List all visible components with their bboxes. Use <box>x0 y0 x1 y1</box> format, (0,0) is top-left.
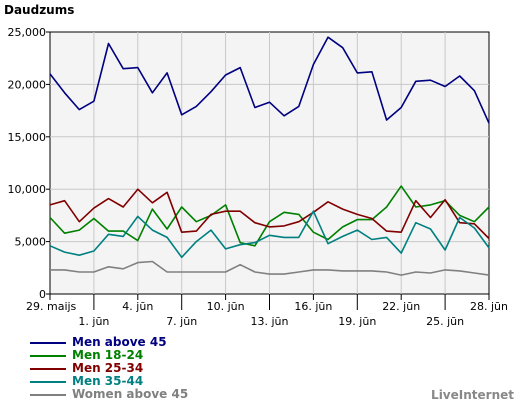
legend: Men above 45 Men 18-24 Men 25-34 Men 35-… <box>30 336 188 401</box>
legend-label: Men 35-44 <box>72 374 144 388</box>
legend-swatch <box>30 393 66 396</box>
legend-label: Men 18-24 <box>72 348 144 362</box>
x-tick-label: 10. jūn <box>207 300 245 313</box>
series-line-men-25-34 <box>49 188 490 240</box>
legend-item-men-35-44: Men 35-44 <box>30 375 188 388</box>
legend-label: Men 25-34 <box>72 361 144 375</box>
x-tick-label: 16. jūn <box>294 300 332 313</box>
x-tick-label: 13. jūn <box>251 315 289 328</box>
y-tick-label: 20,000 <box>8 78 47 91</box>
x-tick-label: 7. jūn <box>166 315 197 328</box>
series-line-men-18-24 <box>49 185 490 247</box>
x-tick-label: 22. jūn <box>382 300 420 313</box>
y-axis-label: Daudzums <box>4 3 74 17</box>
series-line-women-above-45 <box>50 260 490 276</box>
legend-label: Women above 45 <box>72 387 189 401</box>
legend-swatch <box>30 367 66 370</box>
legend-label: Men above 45 <box>72 335 167 349</box>
legend-swatch <box>30 341 66 344</box>
x-tick-label: 19. jūn <box>338 315 376 328</box>
legend-swatch <box>30 354 66 357</box>
x-tick-label: 28. jūn <box>470 300 508 313</box>
legend-item-men-above-45: Men above 45 <box>30 336 188 349</box>
series-line-men-above-45 <box>49 36 490 124</box>
x-tick-label: 4. jūn <box>122 300 153 313</box>
y-tick-label: 25,000 <box>8 26 47 39</box>
legend-item-men-25-34: Men 25-34 <box>30 362 188 375</box>
y-tick-label: 0 <box>39 288 46 301</box>
grid <box>50 32 489 294</box>
x-tick-label: 1. jūn <box>78 315 109 328</box>
brand-logo-text[interactable]: LiveInternet <box>431 388 514 402</box>
legend-swatch <box>30 380 66 383</box>
legend-item-men-18-24: Men 18-24 <box>30 349 188 362</box>
series-line-men-35-44 <box>49 210 490 259</box>
y-tick-label: 5,000 <box>15 236 47 249</box>
y-tick-label: 10,000 <box>8 183 47 196</box>
series-lines <box>49 36 490 276</box>
legend-item-women-above-45: Women above 45 <box>30 388 188 401</box>
y-axis: 0 5,000 10,000 15,000 20,000 25,000 <box>8 26 50 301</box>
y-tick-label: 15,000 <box>8 131 47 144</box>
x-tick-label: 29. maijs <box>26 300 77 313</box>
x-tick-label: 25. jūn <box>426 315 464 328</box>
